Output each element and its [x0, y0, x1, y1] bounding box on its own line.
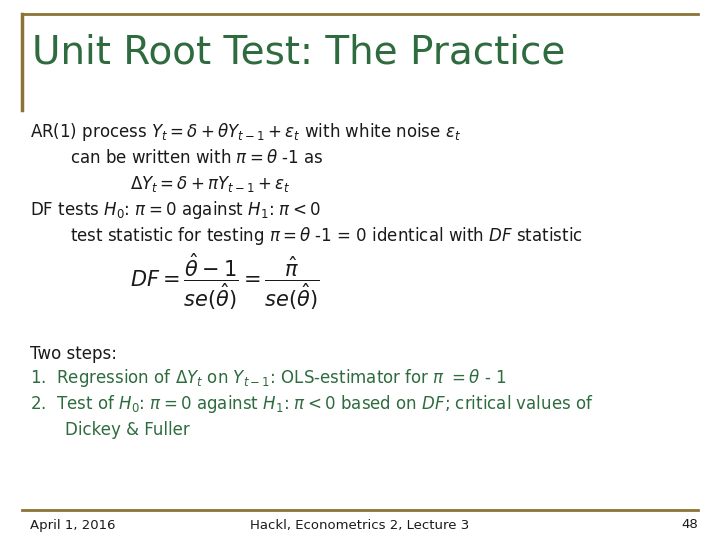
- Text: test statistic for testing $\pi = \theta$ -1 = 0 identical with $\mathit{DF}$ st: test statistic for testing $\pi = \theta…: [70, 225, 582, 247]
- Text: April 1, 2016: April 1, 2016: [30, 518, 115, 531]
- Text: Unit Root Test: The Practice: Unit Root Test: The Practice: [32, 33, 565, 71]
- Text: $\Delta Y_t = \delta + \pi Y_{t-1} + \varepsilon_t$: $\Delta Y_t = \delta + \pi Y_{t-1} + \va…: [130, 174, 291, 194]
- Text: 1.  Regression of $\Delta Y_t$ on $Y_{t-1}$: OLS-estimator for $\pi\ = \theta$ -: 1. Regression of $\Delta Y_t$ on $Y_{t-1…: [30, 367, 507, 389]
- Text: Dickey & Fuller: Dickey & Fuller: [65, 421, 190, 439]
- Text: AR(1) process $Y_t = \delta + \theta Y_{t-1} + \varepsilon_t$ with white noise $: AR(1) process $Y_t = \delta + \theta Y_{…: [30, 121, 461, 143]
- Text: DF tests $H_0$: $\pi = 0$ against $H_1$: $\pi < 0$: DF tests $H_0$: $\pi = 0$ against $H_1$:…: [30, 199, 321, 221]
- Text: 2.  Test of $H_0$: $\pi = 0$ against $H_1$: $\pi < 0$ based on $\mathit{DF}$; cr: 2. Test of $H_0$: $\pi = 0$ against $H_1…: [30, 393, 594, 415]
- Text: Hackl, Econometrics 2, Lecture 3: Hackl, Econometrics 2, Lecture 3: [251, 518, 469, 531]
- Text: Two steps:: Two steps:: [30, 345, 117, 363]
- Text: can be written with $\pi = \theta$ -1 as: can be written with $\pi = \theta$ -1 as: [70, 149, 324, 167]
- Text: $\mathit{DF} = \dfrac{\hat{\theta}-1}{se(\hat{\theta})} = \dfrac{\hat{\pi}}{se(\: $\mathit{DF} = \dfrac{\hat{\theta}-1}{se…: [130, 252, 320, 312]
- Text: 48: 48: [681, 518, 698, 531]
